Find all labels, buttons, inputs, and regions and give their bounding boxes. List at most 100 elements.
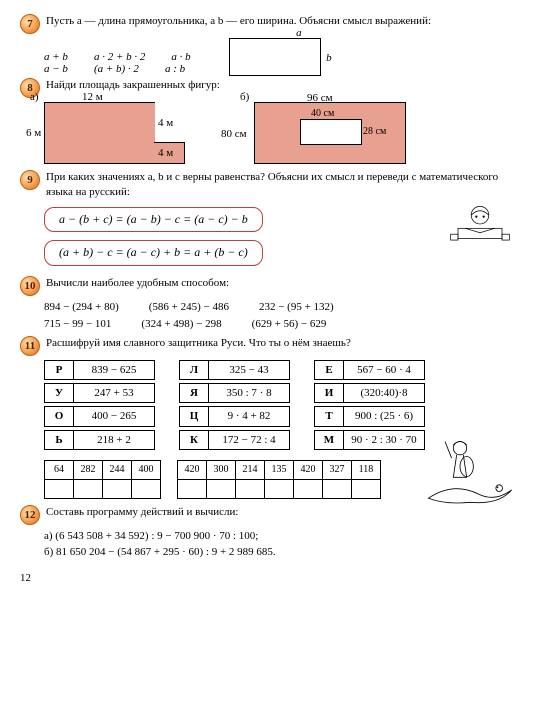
cipher-expr: 350 : 7 · 8 [209, 383, 290, 402]
numtab-empty [352, 479, 381, 498]
cipher-letter: Ь [45, 430, 74, 449]
task-10-row1: 894 − (294 + 80) (586 + 245) − 486 232 −… [44, 300, 524, 314]
rect-label-b: b [326, 51, 332, 65]
task-9: 9 При каких значениях a, b и c верны рав… [20, 170, 524, 199]
rect-label-a: a [296, 26, 302, 40]
cipher-letter: Т [315, 407, 344, 426]
task-7: 7 Пусть a — длина прямоугольника, а b — … [20, 14, 524, 34]
cipher-cell: Ь218 + 2 [44, 430, 155, 450]
cipher-letter: М [315, 430, 344, 449]
warrior-icon [420, 431, 520, 507]
cipher-cell: К172 − 72 : 4 [179, 430, 290, 450]
cipher-expr: 218 + 2 [74, 430, 155, 449]
cipher-row: О400 − 265 Ц9 · 4 + 82 Т900 : (25 · 6) [44, 406, 524, 426]
task-9-text: При каких значениях a, b и c верны равен… [46, 170, 524, 199]
numtab-empty [236, 479, 265, 498]
cipher-cell: М90 · 2 : 30 · 70 [314, 430, 425, 450]
cipher-cell: Ц9 · 4 + 82 [179, 406, 290, 426]
rectangle-ab: a b [229, 38, 321, 76]
cipher-letter: У [45, 383, 74, 402]
page-number: 12 [20, 571, 524, 585]
numtab-value: 300 [207, 460, 236, 479]
cipher-letter: И [315, 383, 344, 402]
task-number-9: 9 [20, 170, 40, 190]
figure-b: б) 96 см 80 см 40 см 28 см [254, 102, 406, 164]
figure-a-label: а) [30, 90, 39, 104]
task-10-row2: 715 − 99 − 101 (324 + 498) − 298 (629 + … [44, 317, 524, 331]
expr-ab-2: (a + b) · 2 [94, 62, 139, 76]
numtab-value: 420 [294, 460, 323, 479]
t10-e1: 894 − (294 + 80) [44, 300, 119, 314]
fig-a-r1: 4 м [158, 116, 173, 130]
cipher-expr: 900 : (25 · 6) [344, 407, 425, 426]
fig-b-hole-right: 28 см [363, 125, 386, 138]
expr-a-minus-b: a − b [44, 62, 68, 76]
answer-table-1: 64282244400 [44, 460, 161, 499]
expr-a-div-b: a : b [165, 62, 185, 76]
cipher-cell: Е567 − 60 · 4 [314, 360, 425, 380]
task-11: 11 Расшифруй имя славного защитника Руси… [20, 336, 524, 356]
task-number-11: 11 [20, 336, 40, 356]
numtab-empty [207, 479, 236, 498]
task-number-12: 12 [20, 505, 40, 525]
numtab-value: 327 [323, 460, 352, 479]
cipher-expr: 839 − 625 [74, 360, 155, 379]
cipher-letter: О [45, 407, 74, 426]
cipher-expr: 247 + 53 [74, 383, 155, 402]
t10-e5: (324 + 498) − 298 [141, 317, 221, 331]
numtab-value: 64 [45, 460, 74, 479]
numtab-value: 135 [265, 460, 294, 479]
numtab-value: 118 [352, 460, 381, 479]
cipher-letter: Ц [180, 407, 209, 426]
answer-tables: 64282244400 420300214135420327118 [44, 456, 524, 499]
numtab-empty [265, 479, 294, 498]
task-8-figures: а) 12 м 6 м 4 м 4 м б) 96 см 80 см 40 см… [44, 102, 524, 164]
t10-e4: 715 − 99 − 101 [44, 317, 111, 331]
fig-a-left: 6 м [26, 126, 41, 140]
cipher-letter: Л [180, 360, 209, 379]
numtab-value: 420 [178, 460, 207, 479]
fig-b-left: 80 см [221, 127, 247, 141]
task-10-text: Вычисли наиболее удобным способом: [46, 276, 524, 290]
fig-b-hole-top: 40 см [311, 107, 334, 120]
cipher-cell: Т900 : (25 · 6) [314, 406, 425, 426]
task-12-a: а) (6 543 508 + 34 592) : 9 − 700 900 · … [44, 529, 524, 543]
cipher-cell: Р839 − 625 [44, 360, 155, 380]
cipher-expr: 567 − 60 · 4 [344, 360, 425, 379]
cipher-cell: Л325 − 43 [179, 360, 290, 380]
numtab-empty [45, 479, 74, 498]
cipher-row: Р839 − 625 Л325 − 43 Е567 − 60 · 4 [44, 360, 524, 380]
boy-reading-icon [440, 199, 520, 243]
task-12-text: Составь программу действий и вычисли: [46, 505, 524, 519]
cipher-letter: Е [315, 360, 344, 379]
task-10: 10 Вычисли наиболее удобным способом: [20, 276, 524, 296]
fig-b-top: 96 см [307, 91, 333, 105]
numtab-empty [323, 479, 352, 498]
task-number-7: 7 [20, 14, 40, 34]
cipher-letter: К [180, 430, 209, 449]
numtab-value: 214 [236, 460, 265, 479]
cipher-letter: Р [45, 360, 74, 379]
fig-a-r2: 4 м [158, 146, 173, 160]
numtab-value: 282 [74, 460, 103, 479]
t10-e3: 232 − (95 + 132) [259, 300, 334, 314]
numtab-value: 400 [132, 460, 161, 479]
cipher-cell: У247 + 53 [44, 383, 155, 403]
task-8-text: Найди площадь закрашенных фигур: [46, 78, 524, 92]
answer-table-2: 420300214135420327118 [177, 460, 381, 499]
cipher-expr: (320:40)·8 [344, 383, 425, 402]
task-12: 12 Составь программу действий и вычисли: [20, 505, 524, 525]
numtab-empty [178, 479, 207, 498]
task-7-text: Пусть a — длина прямоугольника, а b — ег… [46, 14, 524, 28]
cipher-expr: 172 − 72 : 4 [209, 430, 290, 449]
fig-a-top: 12 м [82, 90, 103, 104]
task-9-eq2: (a + b) − c = (a − c) + b = a + (b − c) [44, 240, 263, 266]
cipher-expr: 400 − 265 [74, 407, 155, 426]
cipher-cell: И(320:40)·8 [314, 383, 425, 403]
task-12-b: б) 81 650 204 − (54 867 + 295 · 60) : 9 … [44, 545, 524, 559]
task-9-eq1: a − (b + c) = (a − b) − c = (a − c) − b [44, 207, 263, 233]
cipher-cell: Я350 : 7 · 8 [179, 383, 290, 403]
cipher-row: У247 + 53 Я350 : 7 · 8 И(320:40)·8 [44, 383, 524, 403]
cipher-letter: Я [180, 383, 209, 402]
figure-a: а) 12 м 6 м 4 м 4 м [44, 102, 184, 164]
